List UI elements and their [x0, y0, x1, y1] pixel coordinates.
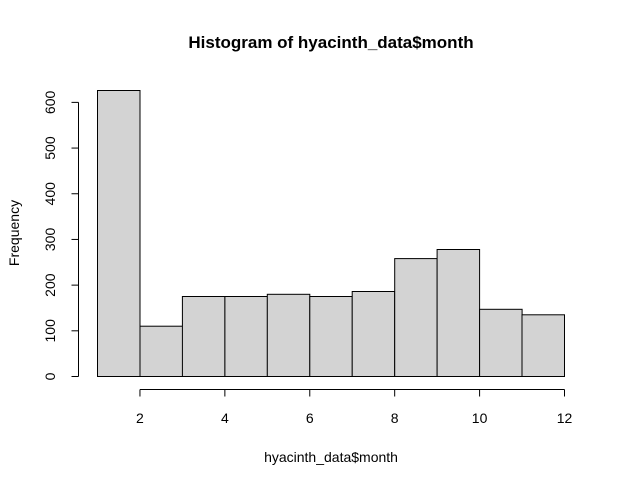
y-tick-label: 0: [42, 372, 58, 380]
histogram-bar: [309, 296, 353, 377]
histogram-bar: [266, 293, 311, 377]
histogram-bar: [436, 249, 481, 377]
y-axis-label: Frequency: [6, 200, 22, 266]
x-tick-label: 4: [221, 410, 229, 426]
histogram-bar: [479, 308, 523, 377]
x-tick-label: 2: [136, 410, 144, 426]
y-tick-label: 400: [42, 182, 58, 206]
y-tick-label: 200: [42, 273, 58, 297]
chart-title: Histogram of hyacinth_data$month: [188, 33, 473, 52]
y-tick-label: 100: [42, 319, 58, 343]
y-tick-label: 300: [42, 228, 58, 252]
y-tick-label: 500: [42, 136, 58, 160]
y-tick-label: 600: [42, 90, 58, 114]
histogram-bar: [224, 296, 268, 377]
histogram-bar: [139, 325, 183, 378]
x-tick-label: 6: [306, 410, 314, 426]
x-tick-label: 10: [472, 410, 488, 426]
x-axis-label: hyacinth_data$month: [264, 449, 398, 465]
x-tick-label: 12: [557, 410, 573, 426]
histogram-bar: [181, 296, 226, 377]
x-tick-label: 8: [391, 410, 399, 426]
y-axis: 0 100 200 300 400 500 600: [42, 90, 79, 380]
histogram-bar: [351, 291, 396, 377]
x-axis: 2 4 6 8 10 12: [136, 389, 573, 426]
bars-group: [97, 90, 565, 378]
histogram-bar: [521, 314, 565, 377]
histogram-bar: [97, 90, 141, 377]
histogram-bar: [394, 258, 438, 378]
